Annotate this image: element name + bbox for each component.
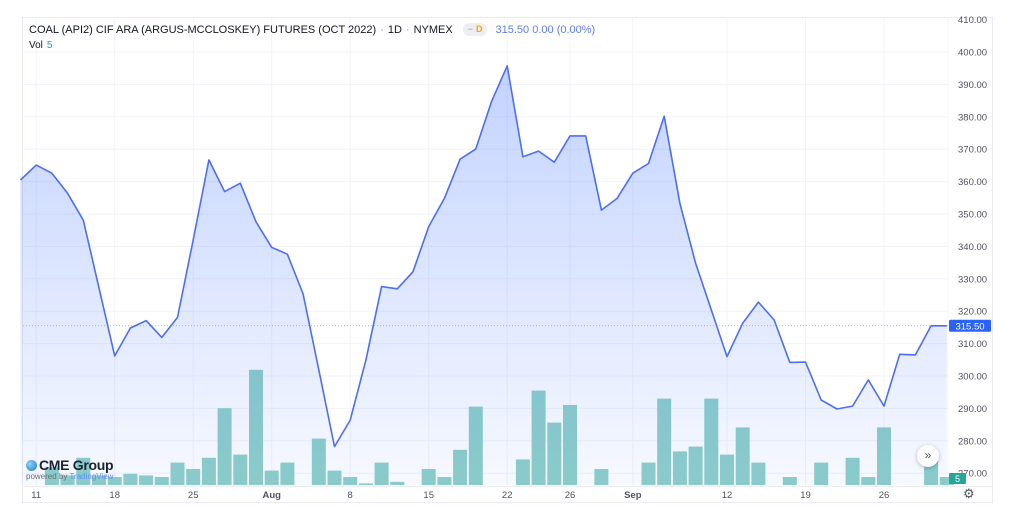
double-chevron-right-icon: »: [924, 448, 932, 462]
settings-button[interactable]: ⚙: [963, 486, 975, 502]
price-axis[interactable]: 410.00 400.00 390.00 380.00 370.00 360.00 350.…: [958, 15, 987, 480]
price-tick-label: 270.00: [958, 469, 987, 480]
last-price: 315.50: [495, 24, 530, 36]
price-tick-label: 380.00: [958, 112, 987, 123]
time-tick-label: Sep: [624, 490, 642, 501]
price-tick-label: 410.00: [958, 15, 987, 26]
time-axis[interactable]: 11 18 25 Aug 8 15 22 26 Sep 12 19 26: [31, 490, 889, 501]
tradingview-link[interactable]: TradingView: [69, 472, 114, 481]
powered-by-text: powered by: [26, 472, 68, 481]
time-tick-label: 26: [879, 490, 890, 501]
last-volume-label-box: [949, 473, 966, 484]
price-tick-label: 300.00: [958, 372, 987, 383]
last-volume-label: 5: [955, 474, 960, 484]
exchange: NYMEX: [413, 24, 453, 36]
volume-label: Vol: [29, 40, 43, 51]
price-tick-label: 280.00: [958, 436, 987, 447]
price-change-pct: (0.00%): [556, 24, 596, 36]
time-tick-label: Aug: [262, 490, 281, 501]
separator-dot: ·: [405, 24, 410, 36]
volume-legend[interactable]: Vol 5: [29, 40, 52, 51]
last-price-label-box: [949, 319, 991, 332]
cme-group-logo[interactable]: CME Group powered by TradingView: [26, 457, 114, 481]
chart-legend: COAL (API2) CIF ARA (ARGUS-MCCLOSKEY) FU…: [29, 23, 595, 36]
last-value-markers: 315.50 5: [23, 319, 991, 484]
price-tick-label: 400.00: [958, 48, 987, 59]
interval[interactable]: 1D: [387, 24, 402, 36]
price-tick-label: 290.00: [958, 404, 987, 415]
price-tick-label: 310.00: [958, 339, 987, 350]
symbol-title[interactable]: COAL (API2) CIF ARA (ARGUS-MCCLOSKEY) FU…: [29, 24, 377, 36]
price-tick-label: 350.00: [958, 210, 987, 221]
volume-value: 5: [46, 40, 53, 51]
globe-icon: [26, 460, 37, 471]
minus-icon: −: [467, 24, 473, 34]
price-tick-label: 330.00: [958, 274, 987, 285]
price-area: [19, 65, 947, 486]
time-tick-label: 26: [565, 490, 576, 501]
scroll-to-realtime-button[interactable]: »: [917, 445, 939, 467]
price-tick-label: 340.00: [958, 242, 987, 253]
time-tick-label: 22: [502, 490, 513, 501]
separator-dot: ·: [380, 24, 384, 36]
logo-text: CME Group: [39, 457, 114, 473]
time-tick-label: 15: [423, 490, 434, 501]
badge-label: D: [475, 24, 483, 34]
price-area-fill: [20, 65, 947, 486]
time-tick-label: 12: [722, 490, 733, 501]
price-tick-label: 320.00: [958, 307, 987, 318]
price-tick-label: 370.00: [958, 145, 987, 156]
last-price-label: 315.50: [955, 321, 984, 332]
price-line: [19, 65, 947, 448]
price-tick-label: 360.00: [958, 177, 987, 188]
time-tick-label: 19: [800, 490, 811, 501]
gear-icon: ⚙: [963, 486, 975, 501]
price-tick-label: 390.00: [958, 80, 987, 91]
time-tick-label: 11: [31, 490, 41, 501]
time-tick-label: 8: [348, 490, 353, 501]
market-status-badge[interactable]: − D: [462, 23, 488, 36]
time-tick-label: 25: [188, 490, 199, 501]
price-change: 0.00: [532, 24, 554, 36]
time-tick-label: 18: [109, 490, 120, 501]
